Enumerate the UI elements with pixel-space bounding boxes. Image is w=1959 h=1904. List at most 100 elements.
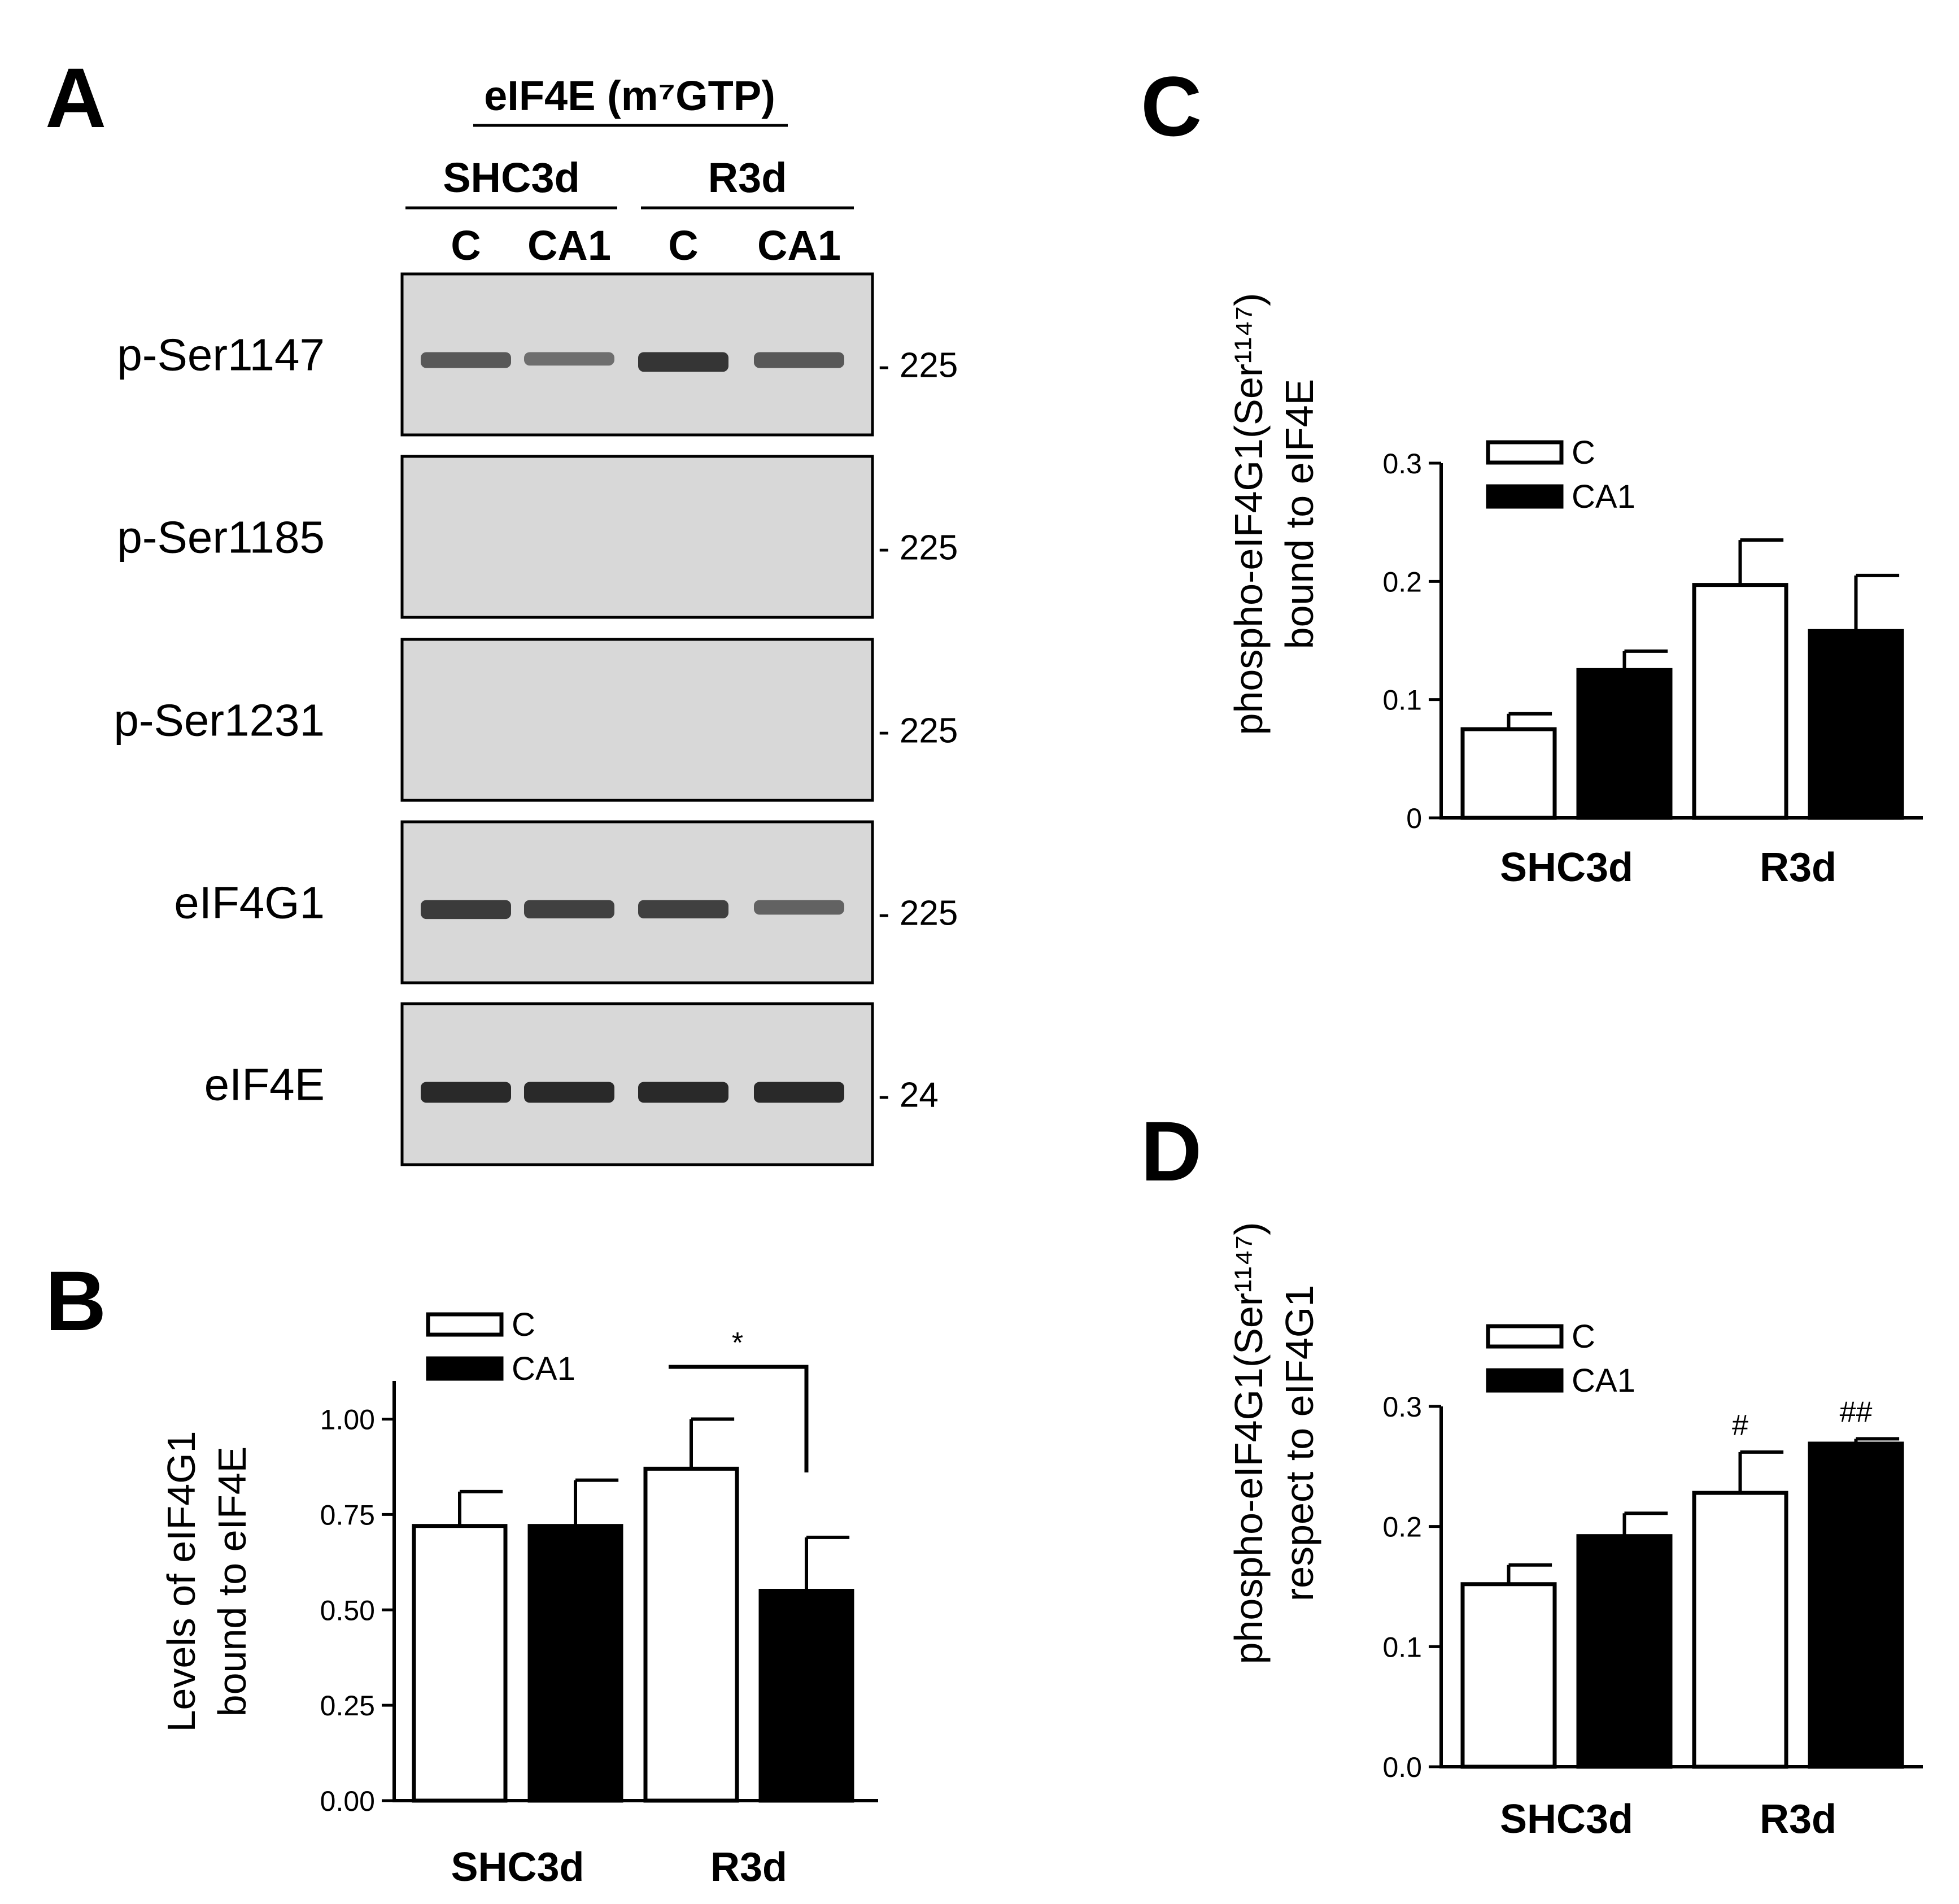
bar [1808,1441,1904,1769]
blot-band [421,1082,511,1103]
significance-mark: ## [1840,1396,1873,1428]
blot-band [524,900,614,918]
blot-row: p-Ser1185 - 225 [117,455,958,619]
y-tick-label: 0 [1406,803,1422,834]
bar [527,1524,623,1803]
significance-mark: # [1732,1409,1748,1442]
blot-band [638,900,728,918]
chart-panel-b: 0.00 0.25 0.50 0.75 1.00 Levels of eIF4G1 boun… [159,1306,878,1890]
blot-row-label: eIF4G1 [174,878,325,928]
blot-lane-label: C [668,222,698,269]
legend-swatch [1486,1368,1564,1393]
blot-band [754,900,844,915]
molecular-weight-marker: - 225 [878,894,958,933]
blot-rows: p-Ser1147 - 225 p-Ser1185 - 225 p-Ser1231 - 2… [114,272,958,1166]
legend-swatch [1486,1324,1564,1349]
legend-swatch [426,1312,504,1337]
x-category-label: R3d [710,1845,787,1890]
molecular-weight-marker: - 225 [878,712,958,751]
molecular-weight-marker: - 24 [878,1076,939,1115]
legend-swatch [426,1356,504,1381]
blot-band [421,352,511,368]
blot-row-label: eIF4E [204,1060,325,1110]
legend-swatch [1486,440,1564,465]
blot-band [638,1082,728,1103]
western-blot: eIF4E (m⁷GTP) SHC3d R3d C CA1 C CA1 p-Ser114… [114,72,958,1166]
blot-band [421,900,511,920]
x-category-label: R3d [1760,845,1836,890]
blot-lane-label: C [451,222,481,269]
y-tick-label: 0.3 [1382,448,1422,480]
molecular-weight-marker: - 225 [878,529,958,568]
blot-lane-label: CA1 [527,222,611,269]
blot-membrane [400,638,874,802]
y-tick-label: 0.2 [1382,1511,1422,1543]
y-tick-label: 0.1 [1382,1631,1422,1663]
blot-lane-label: CA1 [757,222,841,269]
y-axis-label: phospho-eIF4G1(Ser¹¹⁴⁷) [1227,293,1271,735]
blot-row-label: p-Ser1147 [117,330,325,380]
bar [1576,668,1673,820]
bar [1460,727,1557,820]
blot-band [524,352,614,366]
legend-label: C [1572,1318,1595,1355]
bar [758,1589,854,1803]
y-tick-label: 0.75 [320,1499,375,1531]
legend-label: CA1 [1572,1362,1635,1399]
blot-band [754,352,844,368]
y-tick-label: 0.1 [1382,685,1422,716]
blot-row: eIF4G1 - 225 [174,820,958,984]
legend-label: CA1 [512,1350,575,1387]
panel-letter-a: A [45,50,106,145]
legend-label: C [512,1306,535,1343]
y-tick-label: 0.25 [320,1690,375,1722]
y-tick-label: 0.50 [320,1594,375,1626]
x-category-label: SHC3d [1500,845,1633,890]
blot-band [524,1082,614,1103]
legend-label: CA1 [1572,478,1635,515]
blot-row-label: p-Ser1185 [117,512,325,563]
blot-group-label: SHC3d [443,154,580,201]
y-axis-label: bound to eIF4E [1277,379,1321,650]
panel-letter-c: C [1141,59,1202,154]
bar [1692,1491,1788,1769]
y-tick-label: 0.2 [1382,566,1422,598]
blot-row: p-Ser1231 - 225 [114,638,958,802]
y-axis-label: phospho-eIF4G1(Ser¹¹⁴⁷) [1227,1222,1271,1665]
y-tick-label: 0.0 [1382,1751,1422,1783]
bar [643,1466,739,1803]
bar [1460,1582,1557,1769]
legend-label: C [1572,434,1595,471]
legend-swatch [1486,484,1564,509]
x-category-label: SHC3d [1500,1797,1633,1842]
blot-title: eIF4E (m⁷GTP) [484,72,775,119]
bar [412,1524,508,1803]
blot-row: eIF4E - 24 [204,1002,939,1166]
blot-lane-headers: C CA1 C CA1 [451,222,841,269]
molecular-weight-marker: - 225 [878,346,958,385]
y-axis-label: bound to eIF4E [210,1446,254,1717]
panel-letter-d: D [1141,1104,1202,1199]
chart-panel-c: 0 0.1 0.2 0.3 phospho-eIF4G1(Ser¹¹⁴⁷) bound t… [1227,293,1923,890]
blot-group-label: R3d [708,154,787,201]
blot-band [754,1082,844,1103]
bar [1576,1534,1673,1769]
chart-panel-d: 0.0 0.1 0.2 0.3 phospho-eIF4G1(Ser¹¹⁴⁷) respe… [1227,1222,1923,1842]
y-tick-label: 0.3 [1382,1391,1422,1423]
bar [1808,629,1904,820]
blot-band [638,352,728,372]
x-category-label: SHC3d [451,1845,584,1890]
blot-row-label: p-Ser1231 [114,695,325,746]
bar [1692,583,1788,820]
significance-bracket [669,1365,809,1472]
blot-row: p-Ser1147 - 225 [117,272,958,437]
y-axis-label: Levels of eIF4G1 [159,1431,203,1732]
y-tick-label: 0.00 [320,1785,375,1817]
panel-letter-b: B [45,1253,106,1348]
blot-membrane [400,455,874,619]
blot-group-headers: SHC3d R3d [405,154,854,210]
y-axis-label: respect to eIF4G1 [1277,1285,1321,1601]
significance-mark: * [732,1327,743,1360]
x-category-label: R3d [1760,1797,1836,1842]
